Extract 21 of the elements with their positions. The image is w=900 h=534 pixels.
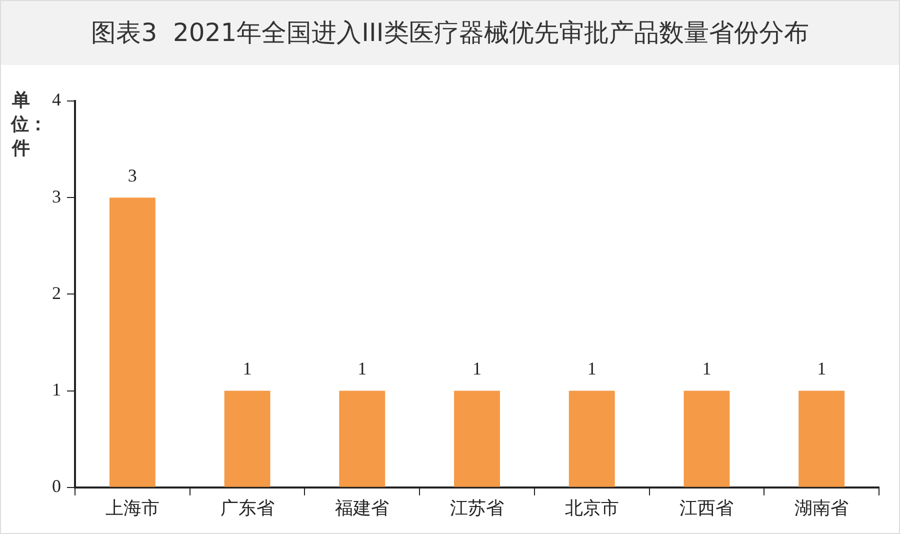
y-tick-label: 0	[52, 476, 61, 496]
data-label: 1	[817, 358, 826, 379]
x-tick-label: 湖南省	[794, 498, 849, 519]
data-label: 1	[358, 358, 367, 379]
y-tick-label: 2	[52, 282, 61, 303]
x-tick-label: 江苏省	[450, 498, 504, 519]
data-label: 1	[472, 358, 482, 379]
data-label: 1	[242, 358, 252, 379]
data-label: 1	[702, 358, 712, 379]
x-tick-label: 江西省	[680, 498, 734, 519]
x-tick-label: 上海市	[105, 498, 160, 519]
y-tick-label: 4	[52, 90, 61, 110]
chart-title: 图表3 2021年全国进入III类医疗器械优先审批产品数量省份分布	[1, 1, 899, 65]
y-axis-title: 单位：件	[11, 89, 47, 161]
x-tick-label: 北京市	[564, 498, 619, 519]
y-tick-label: 1	[52, 380, 61, 400]
x-tick-label: 广东省	[220, 498, 274, 519]
x-tick-label: 福建省	[335, 498, 390, 519]
data-label: 1	[587, 358, 596, 379]
data-label: 3	[128, 165, 137, 186]
y-tick-label: 3	[52, 186, 61, 206]
